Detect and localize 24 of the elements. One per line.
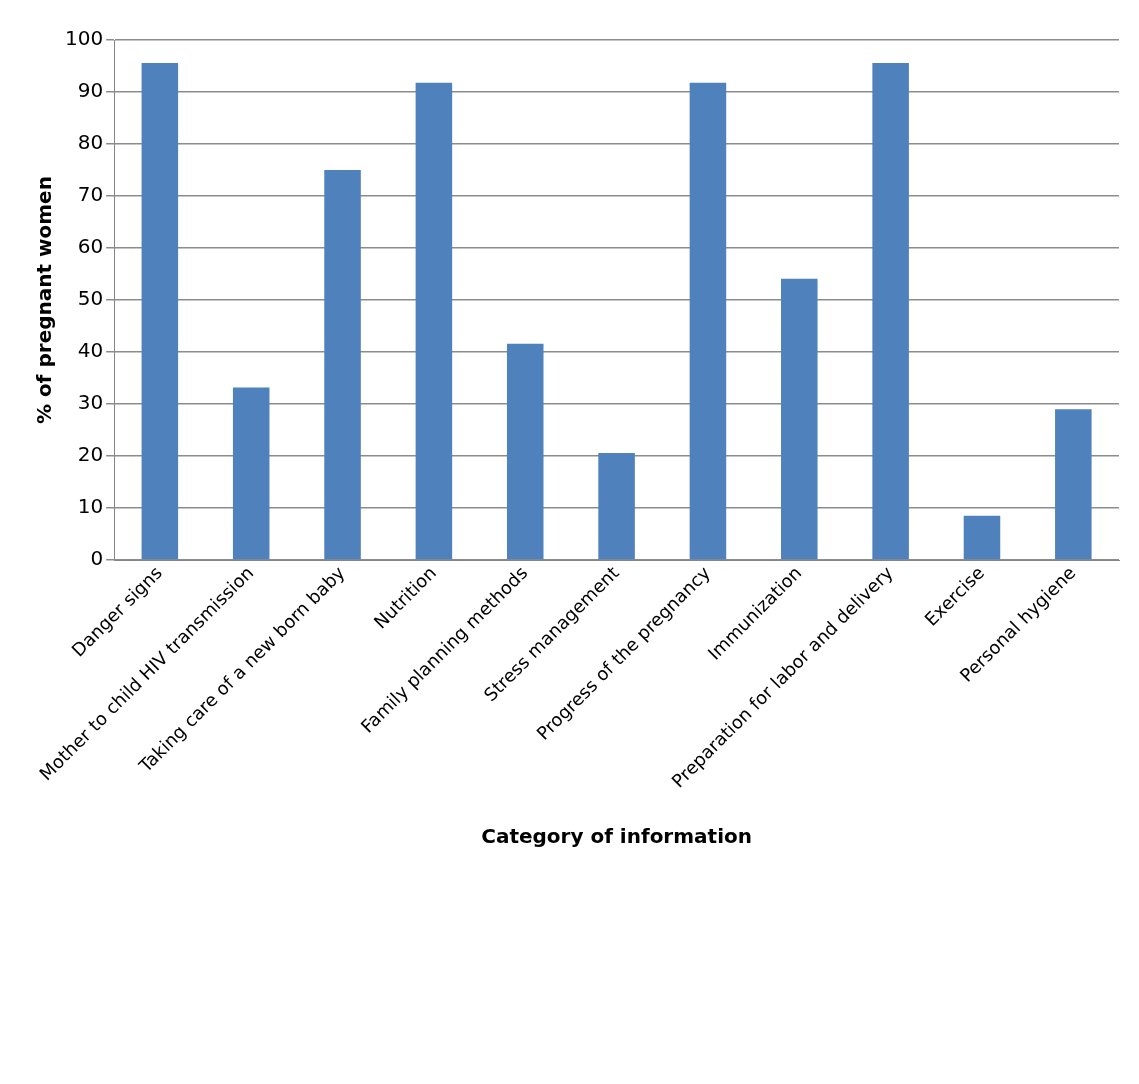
y-tick-label: 80 — [77, 130, 104, 155]
bar — [506, 343, 544, 560]
bar — [141, 62, 179, 560]
x-axis-title: Category of information — [481, 824, 752, 849]
y-tick-label: 60 — [77, 234, 104, 259]
bar — [1055, 409, 1092, 560]
bar — [872, 62, 909, 560]
y-tick-label: 100 — [64, 26, 104, 51]
y-tick-label: 30 — [77, 390, 104, 415]
bar — [324, 170, 361, 560]
y-tick-label: 40 — [77, 338, 104, 363]
y-tick-label: 50 — [77, 286, 104, 311]
y-tick-label: 90 — [77, 78, 104, 103]
bar — [963, 515, 1001, 560]
y-tick-label: 70 — [77, 182, 104, 207]
y-tick-label: 10 — [77, 494, 104, 519]
bar — [415, 82, 453, 560]
y-tick-label: 20 — [77, 442, 104, 467]
y-axis-title: % of pregnant women — [32, 176, 57, 424]
y-tick-label: 0 — [90, 546, 104, 571]
bar — [232, 387, 270, 560]
bar — [689, 82, 727, 560]
bar — [781, 278, 818, 560]
bar — [598, 452, 635, 560]
